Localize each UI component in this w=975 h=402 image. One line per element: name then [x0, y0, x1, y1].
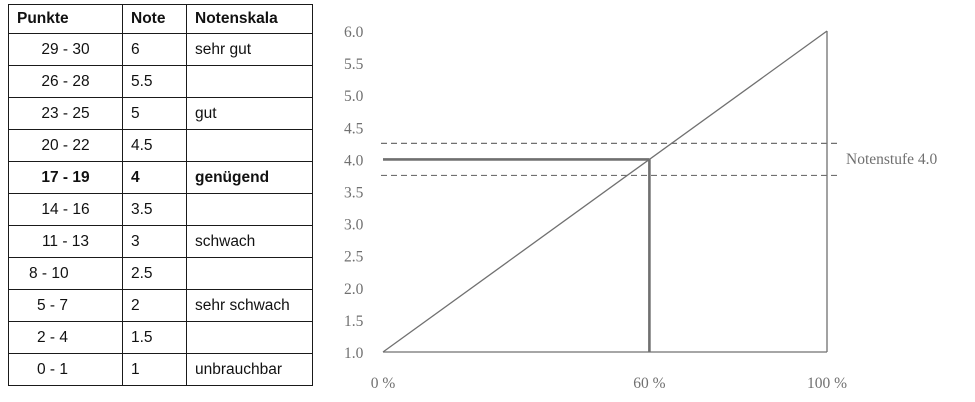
- grade-cell: 4.5: [122, 129, 187, 162]
- scale-cell: unbrauchbar: [186, 353, 313, 386]
- y-tick-label: 3.5: [344, 185, 364, 202]
- table-row: 26 - 28 5.5: [8, 65, 313, 98]
- grade-cell: 1: [122, 353, 187, 386]
- scale-cell: sehr schwach: [186, 289, 313, 322]
- y-tick-label: 4.5: [344, 120, 364, 137]
- grade-cell: 3: [122, 225, 187, 258]
- points-cell: 23 - 25: [8, 97, 123, 130]
- grade-cell: 6: [122, 33, 187, 66]
- table-row: 8 - 10 2.5: [8, 257, 313, 290]
- y-tick-label: 2.5: [344, 249, 364, 266]
- scale-cell: [186, 129, 313, 162]
- y-tick-label: 1.0: [344, 345, 364, 362]
- grade-scale-chart: 6.0 5.5 5.0 4.5 4.0 3.5 3.0 2.5 2.0 1.5 1.0 0 % 60 …: [344, 24, 938, 392]
- scale-cell: [186, 65, 313, 98]
- table-row: 5 - 7 2 sehr schwach: [8, 289, 313, 322]
- y-tick-label: 5.0: [344, 88, 364, 105]
- x-tick-label: 0 %: [371, 375, 396, 392]
- table-row: 29 - 30 6 sehr gut: [8, 33, 313, 66]
- annotation-label: Notenstufe 4.0: [846, 151, 938, 168]
- points-cell: 14 - 16: [8, 193, 123, 226]
- points-cell: 0 - 1: [8, 353, 123, 386]
- grade-cell: 5: [122, 97, 187, 130]
- scale-cell: genügend: [186, 161, 313, 194]
- grade-cell: 4: [122, 161, 187, 194]
- y-tick-label: 6.0: [344, 24, 364, 41]
- points-cell: 5 - 7: [8, 289, 123, 322]
- points-cell: 8 - 10: [8, 257, 123, 290]
- scale-cell: sehr gut: [186, 33, 313, 66]
- scale-cell: [186, 193, 313, 226]
- grade-cell: 5.5: [122, 65, 187, 98]
- scale-cell: [186, 257, 313, 290]
- table-row: 20 - 22 4.5: [8, 129, 313, 162]
- y-tick-label: 3.0: [344, 217, 364, 234]
- grade-cell: 1.5: [122, 321, 187, 354]
- points-cell: 26 - 28: [8, 65, 123, 98]
- header-scale: Notenskala: [186, 4, 313, 34]
- scale-cell: [186, 321, 313, 354]
- points-cell: 17 - 19: [8, 161, 123, 194]
- x-tick-label: 60 %: [633, 375, 665, 392]
- points-cell: 29 - 30: [8, 33, 123, 66]
- x-axis-ticks: 0 % 60 % 100 %: [371, 375, 847, 392]
- points-cell: 11 - 13: [8, 225, 123, 258]
- table-header-row: Punkte Note Notenskala: [8, 4, 313, 34]
- table-row: 23 - 25 5 gut: [8, 97, 313, 130]
- grading-table: Punkte Note Notenskala 29 - 30 6 sehr gu…: [8, 4, 313, 386]
- table-row: 14 - 16 3.5: [8, 193, 313, 226]
- table-row: 0 - 1 1 unbrauchbar: [8, 353, 313, 386]
- chart-marks: [381, 30, 838, 353]
- y-tick-label: 2.0: [344, 281, 364, 298]
- y-tick-label: 4.0: [344, 152, 364, 169]
- scale-cell: schwach: [186, 225, 313, 258]
- table-row: 2 - 4 1.5: [8, 321, 313, 354]
- table-row-highlight: 17 - 19 4 genügend: [8, 161, 313, 194]
- y-axis-ticks: 6.0 5.5 5.0 4.5 4.0 3.5 3.0 2.5 2.0 1.5 1.0: [344, 24, 364, 362]
- scale-cell: gut: [186, 97, 313, 130]
- y-tick-label: 5.5: [344, 56, 364, 73]
- grade-cell: 2: [122, 289, 187, 322]
- grade-cell: 2.5: [122, 257, 187, 290]
- y-tick-label: 1.5: [344, 313, 364, 330]
- header-points: Punkte: [8, 4, 123, 34]
- diagonal-line: [382, 30, 828, 353]
- x-tick-label: 100 %: [807, 375, 847, 392]
- points-cell: 20 - 22: [8, 129, 123, 162]
- table-row: 11 - 13 3 schwach: [8, 225, 313, 258]
- points-cell: 2 - 4: [8, 321, 123, 354]
- grade-cell: 3.5: [122, 193, 187, 226]
- header-grade: Note: [122, 4, 187, 34]
